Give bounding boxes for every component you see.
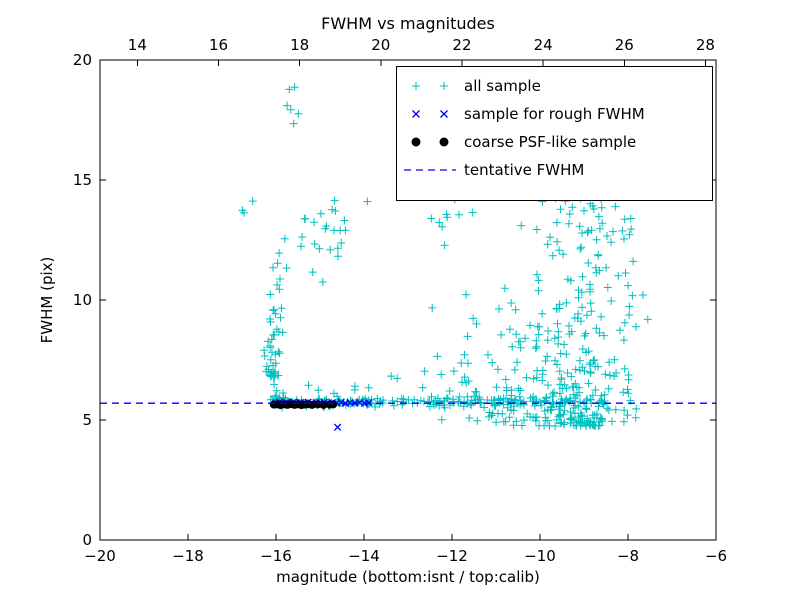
x-tick-label-top: 20 [371,36,390,54]
legend-circle-marker [439,137,449,147]
legend-label-all-sample: all sample [464,77,541,95]
y-tick-label: 0 [82,531,92,549]
legend: all sample sample for rough FWHM coarse … [396,66,713,201]
legend-label-tentative: tentative FWHM [464,161,584,179]
y-tick-label: 5 [82,411,92,429]
legend-plus-marker [412,82,420,90]
x-tick-label-top: 26 [615,36,634,54]
x-tick-label-bottom: −12 [436,547,468,565]
legend-x-marker [412,110,420,118]
y-axis-label: FWHM (pix) [38,257,56,344]
psf-point [329,400,338,409]
legend-markers [404,82,456,171]
legend-box [396,66,713,201]
legend-label-rough-fwhm: sample for rough FWHM [464,105,645,123]
x-tick-label-bottom: −16 [260,547,292,565]
x-tick-label-bottom: −14 [348,547,380,565]
x-tick-label-top: 14 [128,36,147,54]
x-tick-label-bottom: −6 [705,547,727,565]
legend-plus-marker [440,82,448,90]
y-tick-label: 10 [73,291,92,309]
y-tick-label: 20 [73,51,92,69]
legend-circle-marker [411,137,421,147]
chart-title: FWHM vs magnitudes [321,14,495,33]
x-tick-label-bottom: −20 [84,547,116,565]
legend-x-marker [440,110,448,118]
scatter-layer [100,83,716,431]
legend-label-psf-like: coarse PSF-like sample [464,133,636,151]
x-tick-label-bottom: −18 [172,547,204,565]
y-tick-label: 15 [73,171,92,189]
x-tick-label-bottom: −10 [524,547,556,565]
x-tick-label-top: 28 [696,36,715,54]
x-axis-label: magnitude (bottom:isnt / top:calib) [276,568,540,586]
series-psf-like [269,400,338,410]
ticks-layer: −20 −18 −16 −14 −12 −10 −8 −6 14 16 18 20 22 24 26 28 0 5… [73,36,727,565]
x-tick-label-top: 22 [452,36,471,54]
x-tick-label-top: 18 [290,36,309,54]
x-tick-label-top: 24 [534,36,553,54]
x-tick-label-top: 16 [209,36,228,54]
x-tick-label-bottom: −8 [617,547,639,565]
